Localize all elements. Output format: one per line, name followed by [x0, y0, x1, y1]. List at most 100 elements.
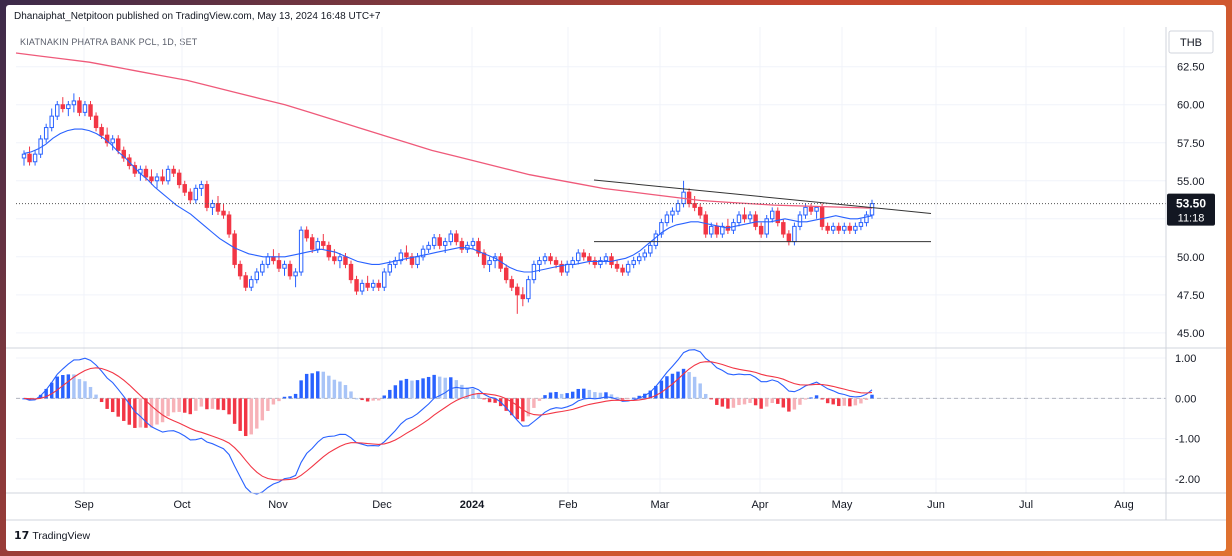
macd-histogram-bar — [864, 398, 869, 400]
candle-body — [459, 241, 465, 250]
macd-histogram-bar — [776, 398, 780, 404]
candle — [736, 211, 742, 227]
candle — [764, 214, 769, 238]
macd-histogram-bar — [731, 398, 736, 408]
candle-body — [642, 252, 647, 258]
candle — [370, 279, 376, 292]
candle — [431, 233, 437, 250]
candle-body — [315, 241, 320, 250]
candle-body — [825, 225, 830, 231]
macd-histogram-bar — [460, 384, 464, 399]
candle — [659, 218, 664, 238]
candle-body — [182, 184, 187, 193]
candle-body — [548, 256, 553, 262]
macd-histogram-bar — [144, 398, 148, 428]
candle — [204, 180, 210, 212]
macd-histogram-bar — [426, 376, 431, 399]
candle — [254, 268, 260, 284]
macd-histogram-bar — [726, 398, 730, 409]
candle — [548, 253, 553, 265]
macd-histogram-bar — [753, 398, 758, 406]
candle — [454, 230, 459, 246]
macd-histogram-bar — [371, 398, 375, 401]
candle-body — [27, 153, 32, 163]
candle — [309, 233, 315, 254]
macd-histogram-bar — [465, 387, 470, 399]
tradingview-brand[interactable]: 17 TradingView — [14, 529, 90, 542]
candle — [492, 253, 498, 269]
candle — [354, 275, 359, 295]
macd-histogram-bar — [255, 398, 259, 429]
candle — [598, 256, 603, 269]
macd-histogram-bar — [277, 398, 281, 402]
macd-histogram-bar — [559, 393, 564, 399]
candle-body — [481, 252, 487, 265]
candle — [725, 218, 731, 234]
macd-histogram-bar — [133, 398, 137, 428]
candle-body — [77, 100, 82, 113]
candle — [71, 93, 77, 113]
macd-histogram-bar — [415, 380, 420, 399]
macd-histogram-bar — [687, 372, 691, 399]
candle — [686, 188, 692, 208]
candle — [415, 253, 420, 269]
candle — [110, 135, 115, 151]
candle — [537, 256, 542, 273]
macd-histogram-bar — [437, 376, 442, 399]
macd-histogram-bar — [382, 395, 386, 399]
symbol-title: KIATNAKIN PHATRA BANK PCL, 1D, SET — [20, 37, 198, 47]
macd-histogram-bar — [138, 398, 143, 428]
candle-body — [742, 214, 747, 220]
chart-canvas[interactable]: THB62.5060.0057.5055.0052.5050.0047.5045… — [6, 5, 1226, 551]
macd-histogram-bar — [310, 373, 314, 399]
macd-histogram-bar — [210, 398, 215, 409]
candle — [476, 237, 481, 257]
candle-body — [559, 263, 564, 273]
candle — [27, 146, 32, 166]
candle — [165, 165, 171, 185]
candle — [154, 173, 160, 189]
candle — [814, 206, 819, 219]
macd-histogram-bar — [421, 378, 425, 399]
macd-histogram-bar — [105, 398, 109, 409]
macd-histogram-bar — [510, 398, 514, 416]
macd-histogram-bar — [631, 397, 636, 399]
macd-histogram-bar — [243, 398, 248, 437]
candle-body — [210, 203, 215, 208]
candle-body — [603, 256, 609, 262]
candle-body — [309, 237, 315, 250]
macd-histogram-bar — [110, 398, 115, 413]
candle — [675, 199, 681, 215]
macd-histogram-bar — [554, 392, 558, 399]
candle-body — [365, 282, 370, 288]
candle-body — [82, 104, 88, 113]
candle — [315, 237, 320, 254]
macd-histogram-bar — [83, 381, 87, 399]
macd-histogram-bar — [166, 398, 170, 417]
macd-histogram-bar — [55, 376, 59, 399]
candle-body — [664, 214, 670, 224]
macd-histogram-bar — [327, 375, 331, 399]
candle-body — [249, 279, 254, 288]
candle — [116, 135, 121, 155]
candle-body — [858, 222, 864, 227]
macd-histogram-bar — [249, 398, 253, 435]
macd-histogram-bar — [377, 398, 381, 401]
candle-body — [243, 275, 248, 288]
candle-body — [709, 225, 714, 235]
macd-histogram-bar — [615, 396, 619, 399]
candle — [459, 237, 465, 254]
candle — [221, 203, 226, 219]
candle — [121, 146, 126, 162]
candle — [282, 260, 287, 276]
macd-histogram-bar — [410, 380, 414, 399]
candle — [265, 253, 271, 269]
macd-histogram-bar — [737, 398, 741, 406]
candle — [298, 226, 304, 276]
macd-histogram-bar — [127, 398, 132, 425]
candle-body — [32, 153, 38, 163]
macd-histogram-bar — [493, 398, 497, 403]
time-tick-label: Oct — [173, 499, 190, 511]
macd-histogram-bar — [205, 398, 209, 410]
candle — [188, 188, 193, 204]
